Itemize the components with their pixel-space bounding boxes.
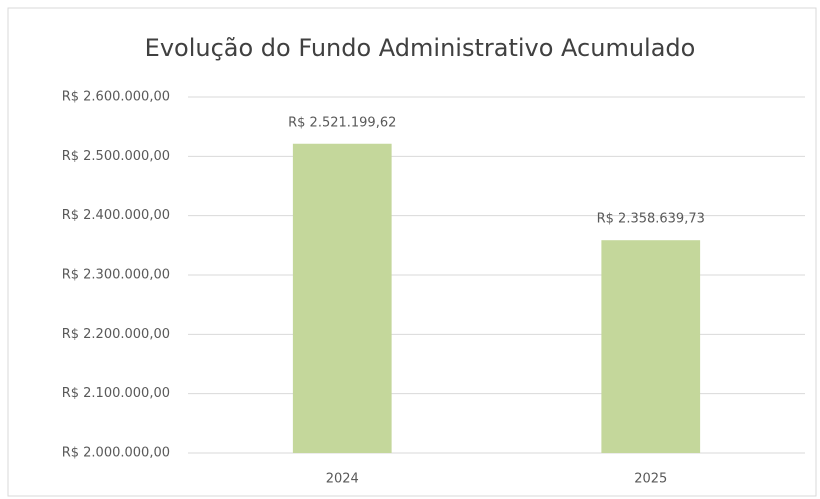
y-tick-label: R$ 2.000.000,00 xyxy=(62,446,170,461)
bar xyxy=(292,143,392,454)
bar xyxy=(601,240,701,453)
x-tick-label: 2024 xyxy=(326,472,359,487)
y-tick-label: R$ 2.500.000,00 xyxy=(62,149,170,164)
chart-title: Evolução do Fundo Administrativo Acumula… xyxy=(145,34,696,62)
y-tick-label: R$ 2.600.000,00 xyxy=(62,90,170,105)
y-tick-label: R$ 2.100.000,00 xyxy=(62,386,170,401)
x-tick-label: 2025 xyxy=(634,472,667,487)
data-label: R$ 2.358.639,73 xyxy=(597,212,705,227)
y-tick-label: R$ 2.200.000,00 xyxy=(62,327,170,342)
y-tick-label: R$ 2.300.000,00 xyxy=(62,268,170,283)
y-tick-label: R$ 2.400.000,00 xyxy=(62,208,170,223)
data-label: R$ 2.521.199,62 xyxy=(288,115,396,130)
